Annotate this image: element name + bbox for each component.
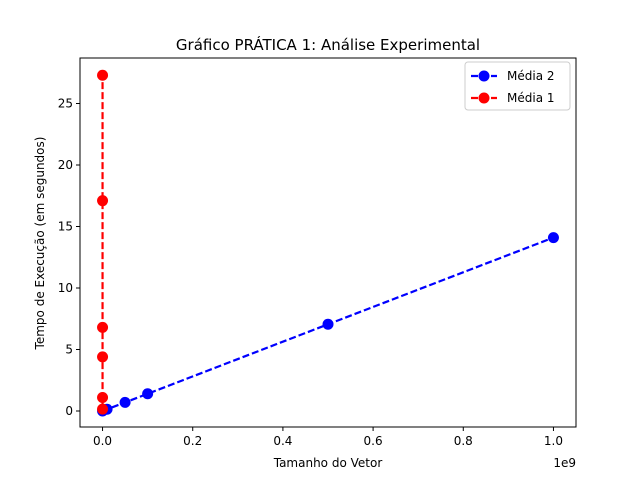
y-tick-label: 0 [65, 404, 73, 418]
data-point [97, 321, 109, 333]
y-tick-label: 25 [58, 97, 73, 111]
x-tick-label: 0.8 [454, 434, 473, 448]
y-axis-ticks: 0 5 10 15 20 25 [58, 97, 80, 418]
data-point [322, 318, 334, 330]
y-tick-label: 5 [65, 343, 73, 357]
data-point [119, 396, 131, 408]
legend-marker [478, 70, 490, 82]
data-point [97, 403, 109, 415]
x-tick-label: 1.0 [544, 434, 563, 448]
data-point [97, 69, 109, 81]
data-point [97, 391, 109, 403]
axes-frame [79, 57, 577, 428]
y-tick-label: 20 [58, 158, 73, 172]
x-tick-label: 0.4 [273, 434, 292, 448]
legend: Média 2 Média 1 [464, 61, 571, 111]
x-axis-label: Tamanho do Vetor [273, 456, 383, 470]
chart-title: Gráfico PRÁTICA 1: Análise Experimental [176, 35, 480, 54]
data-point [142, 388, 154, 400]
legend-label: Média 1 [507, 91, 555, 105]
x-axis-ticks: 0.0 0.2 0.4 0.6 0.8 1.0 [93, 427, 563, 448]
x-tick-label: 0.6 [364, 434, 383, 448]
legend-marker [478, 92, 490, 104]
data-point [547, 232, 559, 244]
data-point [97, 195, 109, 207]
legend-label: Média 2 [507, 69, 555, 83]
x-axis-offset-label: 1e9 [553, 456, 576, 470]
y-tick-label: 15 [58, 220, 73, 234]
data-point [97, 351, 109, 363]
y-axis-label: Tempo de Execução (em segundos) [33, 137, 47, 351]
x-tick-label: 0.2 [183, 434, 202, 448]
y-tick-label: 10 [58, 281, 73, 295]
x-tick-label: 0.0 [93, 434, 112, 448]
plot-area [79, 57, 577, 428]
series-layer [97, 69, 559, 417]
